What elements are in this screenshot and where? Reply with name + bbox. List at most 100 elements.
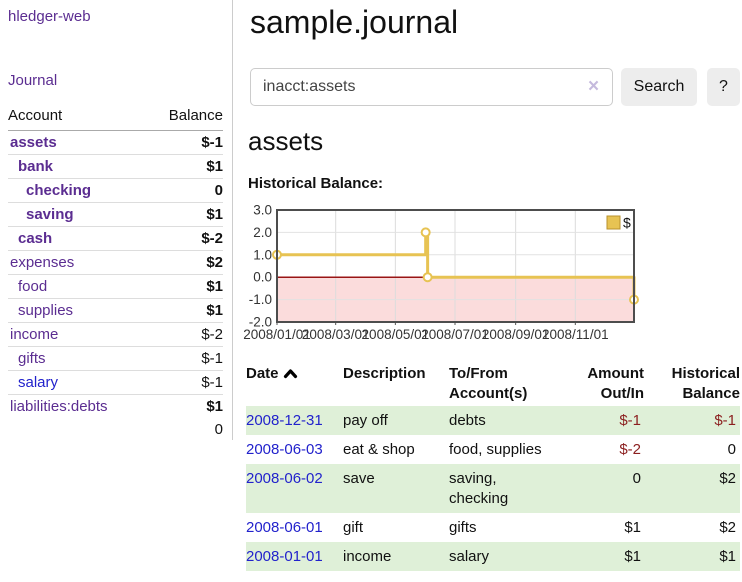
transaction-accounts: gifts	[449, 519, 477, 536]
help-button[interactable]: ?	[707, 68, 740, 106]
transaction-balance: $2	[644, 464, 740, 513]
accounts-total-value: 0	[214, 421, 223, 438]
account-row: gifts $-1	[8, 346, 223, 371]
transaction-amount: $1	[564, 542, 644, 571]
transaction-description: eat & shop	[343, 441, 415, 458]
x-axis-label: 2008/11/01	[542, 327, 609, 342]
account-row: cash $-2	[8, 226, 223, 251]
account-balance: $-1	[201, 134, 223, 151]
account-balance: $-2	[147, 226, 223, 251]
register-header-balance: Historical Balance	[671, 365, 740, 402]
account-balance: 0	[147, 178, 223, 203]
transaction-date-link[interactable]: 2008-06-02	[246, 470, 323, 487]
register-row: 2008-06-01 gift gifts $1 $2	[246, 513, 740, 542]
account-balance: $1	[147, 274, 223, 299]
register-row: 2008-12-31 pay off debts $-1 $-1	[246, 406, 740, 435]
accounts-header-account: Account	[8, 103, 148, 131]
chart-canvas: 3.0 2.0 1.0 0.0 -1.0 -2.02008/01/012008/03/01…	[243, 203, 639, 342]
transaction-accounts: debts	[449, 406, 564, 435]
account-link-salary[interactable]: salary	[18, 374, 59, 391]
account-link-expenses[interactable]: expenses	[10, 254, 75, 271]
account-row: saving $1	[8, 202, 223, 227]
transaction-date-link[interactable]: 2008-12-31	[246, 412, 323, 429]
accounts-balance-table: Account Balance assets $-1 bank $1 checking 0…	[8, 103, 223, 441]
account-link-liabilities-debts[interactable]: liabilities:debts	[10, 398, 108, 415]
account-balance: $1	[147, 154, 223, 179]
account-balance: $1	[147, 202, 223, 227]
account-link-bank[interactable]: bank	[18, 158, 54, 175]
x-axis-label: 2008/07/01	[421, 327, 489, 342]
search-bar: × Search ?	[250, 68, 742, 106]
register-header-date-label: Date	[246, 365, 279, 382]
account-balance: $2	[147, 250, 223, 275]
register-header-description: Description	[343, 365, 426, 382]
account-link-saving[interactable]: saving	[26, 206, 74, 223]
register-header-row: Date Description To/From Account(s) Amou…	[246, 362, 740, 406]
search-button[interactable]: Search	[621, 68, 697, 106]
sidebar-item-journal[interactable]: Journal	[8, 72, 58, 89]
account-link-assets[interactable]: assets	[10, 134, 57, 151]
account-balance: $-1	[147, 370, 223, 395]
chart-border	[276, 209, 635, 323]
sort-ascending-icon	[283, 369, 297, 379]
account-balance: $1	[147, 298, 223, 323]
account-link-checking[interactable]: checking	[26, 182, 92, 199]
account-link-gifts[interactable]: gifts	[18, 350, 46, 367]
y-axis-label: -1.0	[249, 292, 272, 307]
register-table-body: 2008-12-31 pay off debts $-1 $-1 2008-06-03 ea…	[246, 406, 740, 571]
historical-balance-chart: 3.0 2.0 1.0 0.0 -1.0 -2.0 2008/01/01 2008/03/01…	[240, 200, 742, 350]
x-axis-label: 2008/03/01	[302, 327, 370, 342]
y-axis-label: 2.0	[253, 225, 272, 240]
accounts-header-balance: Balance	[147, 103, 223, 131]
transaction-amount: $-1	[564, 406, 644, 435]
transaction-amount: 0	[564, 464, 644, 513]
account-link-cash[interactable]: cash	[18, 230, 53, 247]
y-axis-label: 0.0	[253, 270, 272, 285]
app-brand-link[interactable]: hledger-web	[8, 8, 91, 25]
account-balance: $1	[147, 394, 223, 418]
x-axis-label: 2008/05/01	[362, 327, 430, 342]
transaction-description: gift	[343, 519, 364, 536]
transaction-accounts: salary	[449, 542, 564, 571]
transaction-date-link[interactable]: 2008-06-03	[246, 441, 323, 458]
transaction-description: save	[343, 464, 449, 513]
transaction-amount: $-2	[619, 441, 641, 458]
accounts-table-body: assets $-1 bank $1 checking 0 saving $1 cash $-2 e…	[8, 131, 223, 418]
y-axis-label: -2.0	[249, 315, 272, 330]
x-axis-label: 2008/09/01	[482, 327, 550, 342]
accounts-total-row: 0	[8, 418, 223, 441]
account-row: assets $-1	[8, 131, 223, 155]
account-link-supplies[interactable]: supplies	[18, 302, 74, 319]
transaction-balance: $1	[644, 542, 740, 571]
clear-search-icon[interactable]: ×	[588, 76, 600, 97]
account-row: food $1	[8, 274, 223, 299]
transaction-amount: $1	[624, 519, 641, 536]
page-title: sample.journal	[250, 4, 459, 40]
account-row: salary $-1	[8, 370, 223, 395]
search-input[interactable]	[250, 68, 613, 106]
register-row: 2008-01-01 income salary $1 $1	[246, 542, 740, 571]
account-row: supplies $1	[8, 298, 223, 323]
data-point-marker	[422, 272, 433, 283]
register-header-date[interactable]: Date	[246, 362, 343, 406]
register-row: 2008-06-03 eat & shop food, supplies $-2 0	[246, 435, 740, 464]
transaction-accounts: food, supplies	[449, 441, 542, 458]
account-row: liabilities:debts $1	[8, 394, 223, 418]
sidebar: hledger-web Journal Account Balance asse…	[0, 0, 233, 440]
account-link-income[interactable]: income	[10, 326, 59, 343]
transaction-date-link[interactable]: 2008-01-01	[246, 548, 323, 565]
account-heading: assets	[248, 126, 324, 156]
transaction-description: income	[343, 542, 449, 571]
register-row: 2008-06-02 save saving, checking 0 $2	[246, 464, 740, 513]
account-link-food[interactable]: food	[18, 278, 48, 295]
transaction-balance: $-1	[644, 406, 740, 435]
chart-title: Historical Balance:	[248, 175, 384, 192]
account-row: bank $1	[8, 154, 223, 179]
x-axis-label: 2008/01/01	[243, 327, 311, 342]
data-point-marker	[420, 227, 431, 238]
transaction-balance: $2	[719, 519, 736, 536]
register-table: Date Description To/From Account(s) Amou…	[246, 362, 740, 571]
account-balance: $-1	[147, 346, 223, 371]
transaction-date-link[interactable]: 2008-06-01	[246, 519, 323, 536]
account-row: income $-2	[8, 322, 223, 347]
